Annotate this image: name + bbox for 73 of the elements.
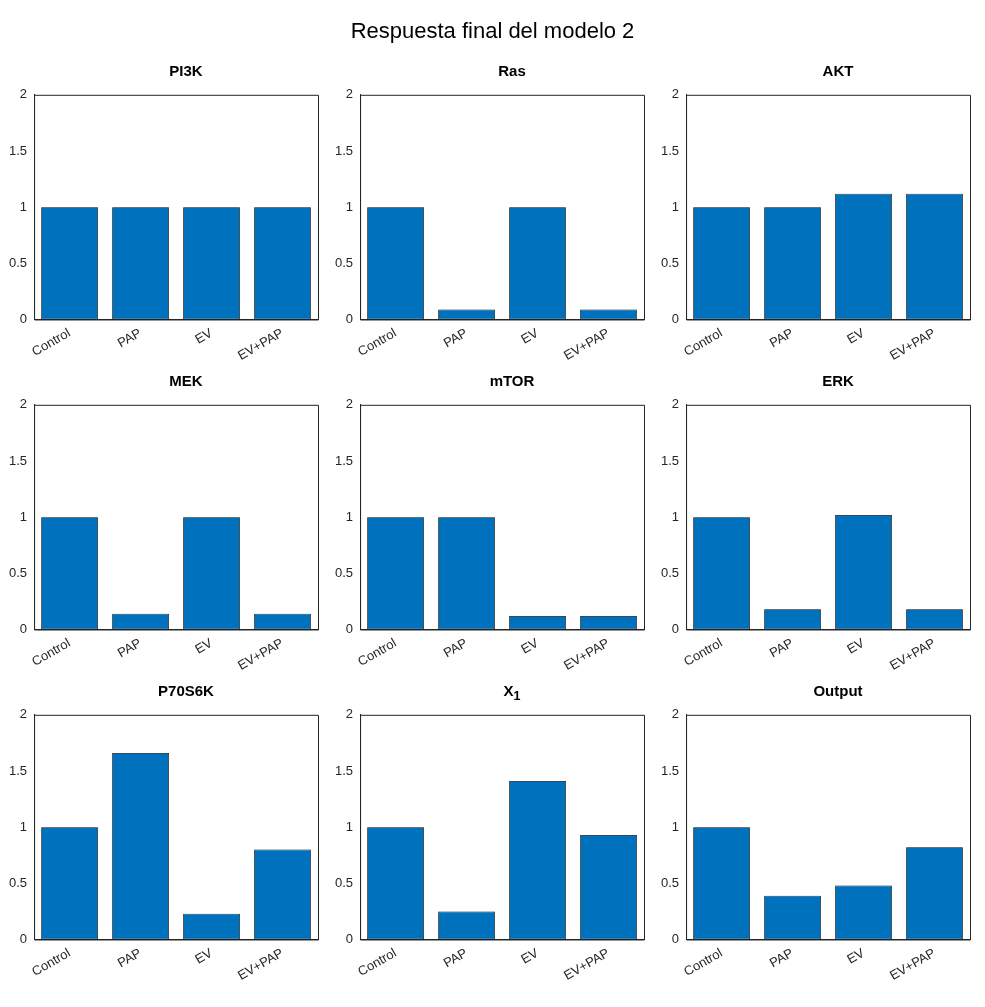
- y-tick-label: 0.5: [8, 254, 28, 270]
- y-tick-label: 1.5: [660, 762, 680, 778]
- y-tick-label: 0: [671, 621, 680, 637]
- x-tick-label: EV: [192, 634, 216, 657]
- x-tick-label: PAP: [114, 634, 144, 661]
- y-tick-label: 1.5: [8, 762, 28, 778]
- chart-title: X$_{1}$: [502, 682, 522, 704]
- y-tick-label: 0: [671, 311, 680, 327]
- chart-title: PI3K: [168, 62, 204, 81]
- chart-title: P70S6K: [157, 682, 215, 701]
- y-tick-label: 1: [19, 198, 28, 214]
- y-tick-label: 1: [345, 198, 354, 214]
- x-tick-label: PAP: [440, 324, 470, 351]
- y-tick-label: 0: [19, 621, 28, 637]
- x-tick-label: PAP: [766, 324, 796, 351]
- y-tick-label: 0.5: [334, 874, 354, 890]
- y-tick-label: 0.5: [660, 564, 680, 580]
- y-tick-label: 1.5: [334, 452, 354, 468]
- x-tick-label: PAP: [766, 944, 796, 971]
- x-tick-label: PAP: [766, 634, 796, 661]
- x-tick-label: PAP: [440, 634, 470, 661]
- x-tick-label: EV: [844, 634, 868, 657]
- y-tick-label: 1.5: [660, 142, 680, 158]
- y-tick-label: 2: [345, 706, 354, 722]
- y-tick-label: 1.5: [334, 142, 354, 158]
- y-tick-label: 2: [671, 396, 680, 412]
- y-tick-label: 2: [671, 86, 680, 102]
- x-tick-label: EV: [518, 634, 542, 657]
- y-tick-label: 1: [345, 818, 354, 834]
- y-tick-label: 2: [345, 396, 354, 412]
- x-tick-label: PAP: [114, 944, 144, 971]
- y-tick-label: 1: [671, 508, 680, 524]
- x-tick-label: PAP: [440, 944, 470, 971]
- y-tick-label: 2: [345, 86, 354, 102]
- x-tick-label: EV: [844, 324, 868, 347]
- chart-title: MEK: [168, 372, 204, 391]
- y-tick-label: 0.5: [8, 564, 28, 580]
- x-tick-label: PAP: [114, 324, 144, 351]
- y-tick-label: 1: [345, 508, 354, 524]
- chart-title: Ras: [497, 62, 527, 81]
- chart-title: AKT: [821, 62, 855, 81]
- x-tick-label: EV: [192, 324, 216, 347]
- y-tick-label: 0: [19, 311, 28, 327]
- y-tick-label: 0.5: [660, 254, 680, 270]
- y-tick-label: 1.5: [8, 452, 28, 468]
- y-tick-label: 0: [671, 931, 680, 947]
- y-tick-label: 0: [345, 621, 354, 637]
- y-tick-label: 1.5: [334, 762, 354, 778]
- x-tick-label: EV: [518, 324, 542, 347]
- y-tick-label: 0.5: [334, 254, 354, 270]
- y-tick-label: 0.5: [334, 564, 354, 580]
- y-tick-label: 0: [345, 311, 354, 327]
- y-tick-label: 0: [345, 931, 354, 947]
- y-tick-label: 1: [671, 818, 680, 834]
- x-tick-label: EV: [844, 944, 868, 967]
- x-tick-label: EV: [518, 944, 542, 967]
- y-tick-label: 1.5: [8, 142, 28, 158]
- y-tick-label: 2: [19, 86, 28, 102]
- chart-title: mTOR: [488, 372, 536, 391]
- y-tick-label: 0: [19, 931, 28, 947]
- y-tick-label: 2: [19, 396, 28, 412]
- chart-title: ERK: [821, 372, 855, 391]
- text: Respuesta final del modelo 2: [350, 18, 635, 43]
- y-tick-label: 0.5: [8, 874, 28, 890]
- y-tick-label: 2: [671, 706, 680, 722]
- y-tick-label: 2: [19, 706, 28, 722]
- chart-title: Output: [812, 682, 864, 701]
- y-tick-label: 1: [19, 508, 28, 524]
- y-tick-label: 1.5: [660, 452, 680, 468]
- y-tick-label: 1: [671, 198, 680, 214]
- y-tick-label: 1: [19, 818, 28, 834]
- y-tick-label: 0.5: [660, 874, 680, 890]
- x-tick-label: EV: [192, 944, 216, 967]
